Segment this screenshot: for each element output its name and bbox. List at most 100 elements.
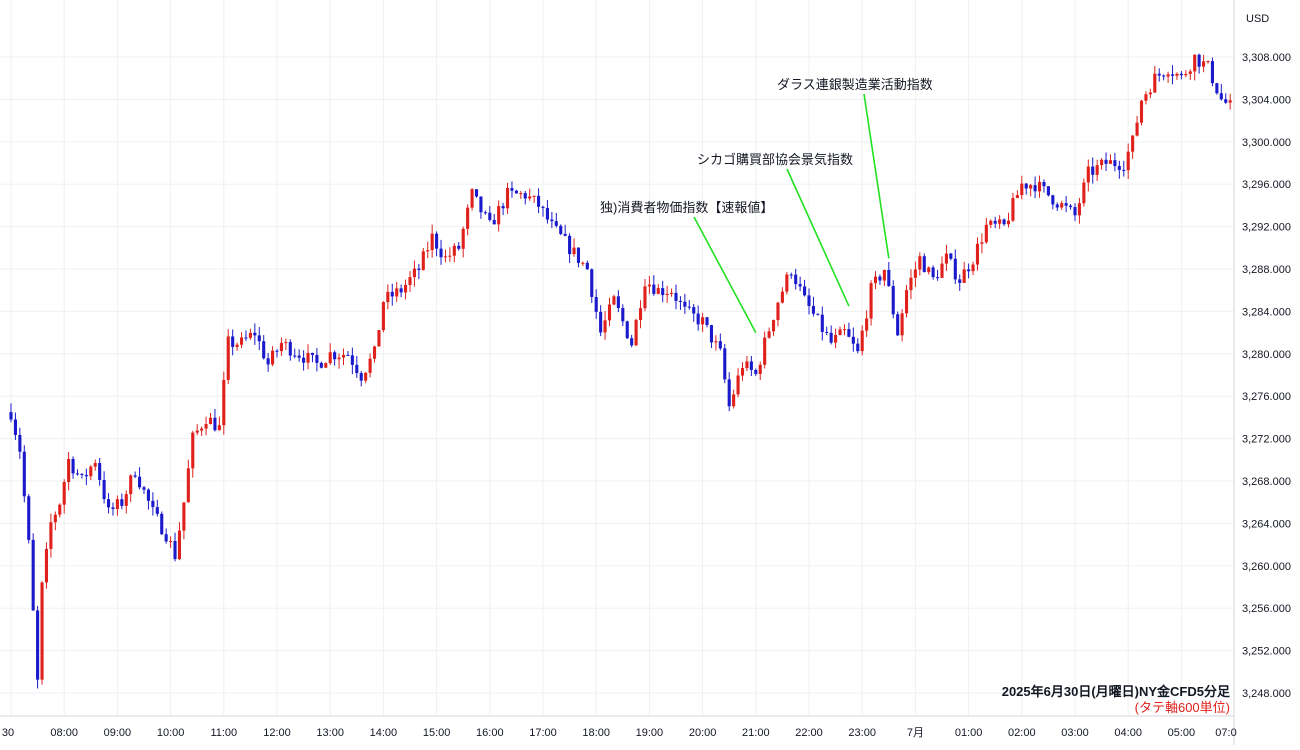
candle [297, 349, 301, 362]
candle [279, 337, 283, 356]
candle-body [248, 332, 252, 338]
candle-body [678, 300, 682, 302]
candle [84, 468, 88, 486]
candle [1091, 157, 1095, 184]
candle [962, 261, 966, 284]
candle-body [998, 219, 1002, 224]
candle-body [811, 306, 815, 314]
candle-body [346, 354, 350, 356]
candle-body [705, 317, 709, 326]
candle [581, 261, 585, 266]
candle [718, 333, 722, 351]
candle [754, 368, 758, 376]
candle-body [186, 468, 190, 503]
candle [142, 485, 146, 494]
time-axis: 30 08:00 09:00 10:00 11:00 12:00 13:00 14:00 15:… [2, 727, 1237, 739]
candle [71, 456, 75, 479]
candle-body [1077, 203, 1081, 216]
event-annotation: 独)消費者物価指数【速報値】 [600, 200, 773, 333]
candle [989, 219, 993, 229]
candle-body [1002, 219, 1006, 225]
candle-body [111, 507, 115, 510]
candle [364, 372, 368, 384]
candle-body [683, 301, 687, 307]
candle [1117, 160, 1121, 179]
candle [226, 329, 230, 384]
candle [1184, 70, 1188, 78]
candle [120, 493, 124, 510]
candle [49, 513, 53, 558]
candle-body [58, 504, 62, 515]
candle-body [204, 424, 208, 429]
y-tick-label: 3,276.000 [1242, 391, 1291, 403]
candle [576, 247, 581, 268]
candle-body [98, 463, 102, 480]
candle-body [1166, 74, 1170, 77]
candle-body [621, 308, 625, 322]
candle [958, 274, 962, 291]
candle [550, 211, 554, 229]
candle [537, 188, 541, 214]
candle-body [572, 247, 576, 255]
candle [630, 334, 634, 348]
candle [670, 288, 674, 297]
candle [1228, 93, 1232, 110]
candle [847, 322, 851, 338]
candle-body [271, 350, 275, 365]
candle-body [120, 499, 124, 506]
x-tick-label: 19:00 [636, 727, 664, 739]
candle [266, 352, 270, 372]
candle [381, 301, 385, 333]
x-tick-label: 21:00 [742, 727, 770, 739]
candle-body [239, 337, 244, 345]
candle [789, 272, 793, 279]
candle-body [1206, 61, 1210, 63]
x-tick-label: 13:00 [316, 727, 344, 739]
x-tick-label: 17:00 [529, 727, 557, 739]
candle-body [665, 293, 669, 296]
candle [1224, 93, 1228, 104]
candle-body [559, 225, 563, 234]
candle-body [585, 262, 589, 270]
price-axis: 3,248.000 3,252.000 3,256.000 3,260.000 3,26… [1242, 52, 1291, 700]
candle [1015, 190, 1019, 199]
candle [687, 300, 691, 310]
candle [1082, 178, 1086, 207]
candle-body [607, 304, 612, 321]
candle-body [381, 302, 385, 331]
candle-body [1135, 122, 1139, 136]
candle [1100, 158, 1104, 170]
candle [936, 269, 940, 281]
candle-body [106, 499, 111, 508]
candle [1188, 69, 1192, 80]
candle [208, 413, 213, 425]
candle-body [692, 307, 696, 314]
candle-body [590, 269, 594, 297]
y-tick-label: 3,260.000 [1242, 561, 1291, 573]
candle [235, 342, 239, 351]
candle-body [448, 255, 452, 257]
candle [674, 284, 678, 310]
candle [1139, 99, 1144, 126]
candle-body [492, 219, 496, 225]
candle [1108, 154, 1113, 164]
x-tick-label: 04:00 [1114, 727, 1142, 739]
candle [505, 182, 510, 214]
candle-body [563, 233, 567, 236]
candle-body [452, 245, 456, 256]
candle-body [306, 352, 310, 363]
candle-body [749, 361, 753, 370]
candle [607, 297, 612, 327]
candle-body [900, 313, 904, 336]
candle-body [638, 308, 643, 320]
candle-body [891, 286, 895, 315]
candle [736, 368, 740, 398]
candle [195, 424, 199, 436]
candle-body [1179, 73, 1183, 76]
candle [612, 294, 616, 306]
candle-body [887, 270, 891, 287]
candle-body [936, 277, 940, 279]
candle-body [767, 331, 771, 338]
candle-body [842, 329, 847, 331]
